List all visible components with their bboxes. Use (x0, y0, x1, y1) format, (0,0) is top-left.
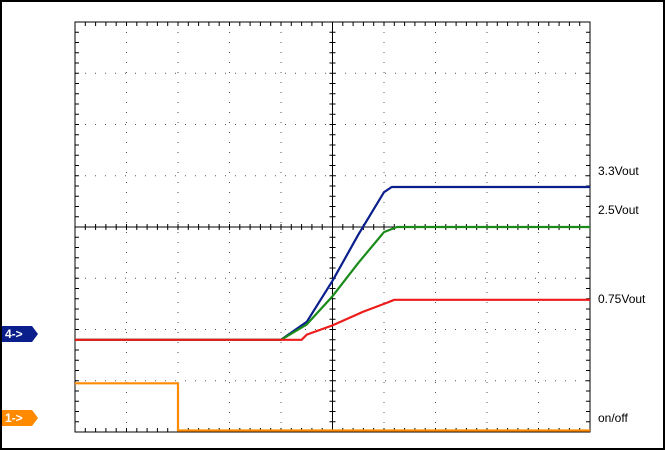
series-label-3-3vout: 3.3Vout (598, 164, 639, 178)
series-label-on-off: on/off (598, 411, 628, 425)
channel-1-marker: 1-> (2, 410, 32, 426)
series-label-0-75vout: 0.75Vout (598, 292, 645, 306)
channel-4-marker: 4-> (2, 326, 32, 342)
series-label-2-5vout: 2.5Vout (598, 203, 639, 217)
